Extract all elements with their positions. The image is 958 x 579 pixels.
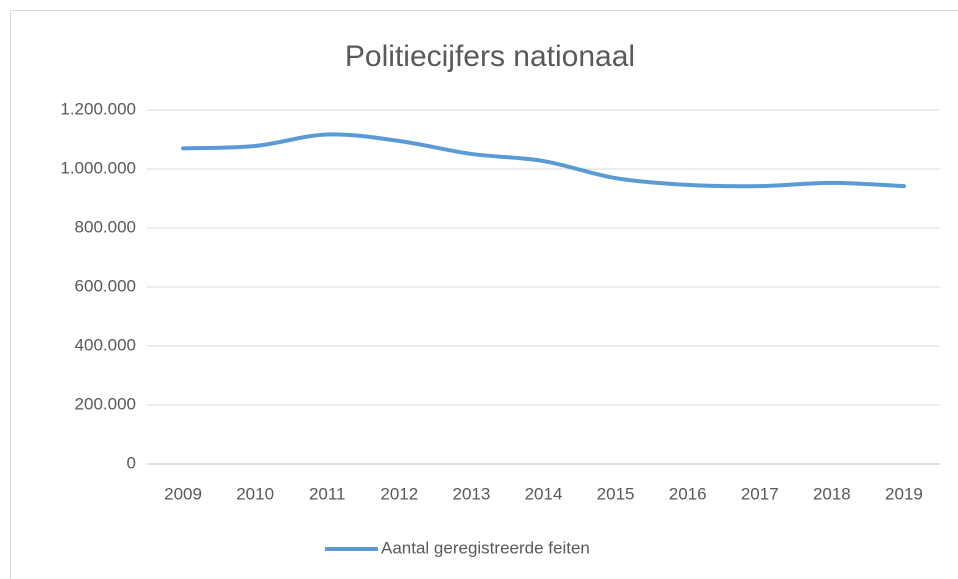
y-tick-label: 800.000 — [75, 217, 136, 236]
y-tick-label: 1.200.000 — [60, 99, 136, 118]
x-tick-label: 2017 — [741, 484, 779, 503]
x-tick-label: 2018 — [813, 484, 851, 503]
legend-label: Aantal geregistreerde feiten — [381, 538, 590, 557]
y-tick-label: 400.000 — [75, 335, 136, 354]
x-tick-label: 2009 — [164, 484, 202, 503]
x-tick-label: 2013 — [452, 484, 490, 503]
y-tick-label: 0 — [127, 453, 136, 472]
x-tick-label: 2010 — [236, 484, 274, 503]
x-tick-label: 2015 — [597, 484, 635, 503]
x-tick-label: 2016 — [669, 484, 707, 503]
chart-title: Politiecijfers nationaal — [345, 40, 635, 73]
x-tick-label: 2012 — [380, 484, 418, 503]
x-tick-label: 2011 — [309, 484, 346, 503]
chart-border — [10, 10, 958, 579]
y-tick-label: 200.000 — [75, 394, 136, 413]
data-line — [181, 132, 906, 189]
y-tick-label: 1.000.000 — [60, 158, 136, 177]
y-tick-label: 600.000 — [75, 276, 136, 295]
x-tick-label: 2019 — [885, 484, 923, 503]
x-tick-label: 2014 — [525, 484, 563, 503]
